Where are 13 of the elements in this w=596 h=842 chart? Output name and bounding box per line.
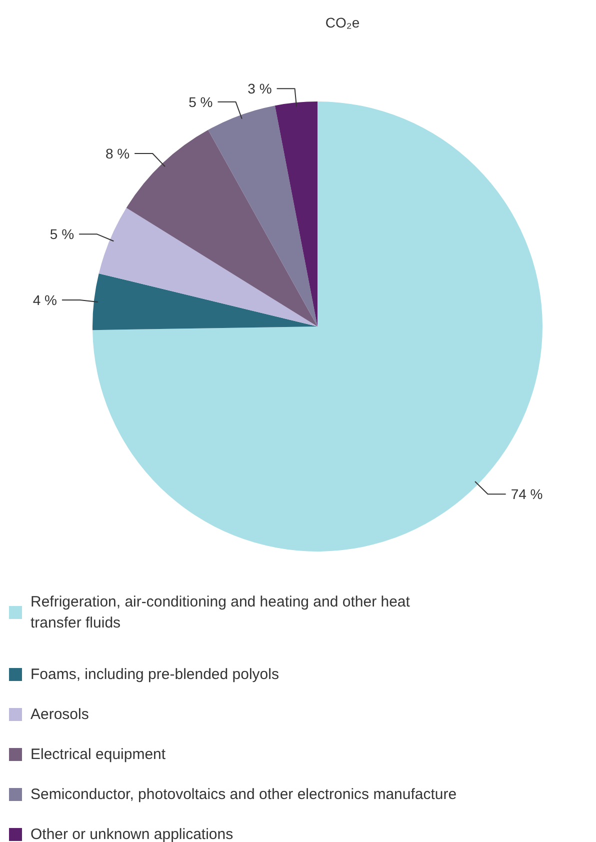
legend-label: Foams, including pre-blended polyols <box>30 666 279 683</box>
legend-label: Semiconductor, photovoltaics and other electronics manufacture <box>30 786 457 803</box>
data-label: 3 % <box>248 80 272 97</box>
data-label: 8 % <box>105 146 130 162</box>
legend-label: Aerosols <box>30 706 89 723</box>
data-label: 5 % <box>188 94 213 110</box>
data-label: 74 % <box>510 486 543 502</box>
legend-label: Electrical equipment <box>30 746 166 763</box>
legend-label: Refrigeration, air-conditioning and heating and other heat transfer fluids <box>30 593 411 632</box>
chart-title: CO₂e <box>325 14 360 30</box>
legend-label: Other or unknown applications <box>30 826 234 842</box>
data-label: 5 % <box>50 226 74 242</box>
data-label: 4 % <box>32 292 57 308</box>
